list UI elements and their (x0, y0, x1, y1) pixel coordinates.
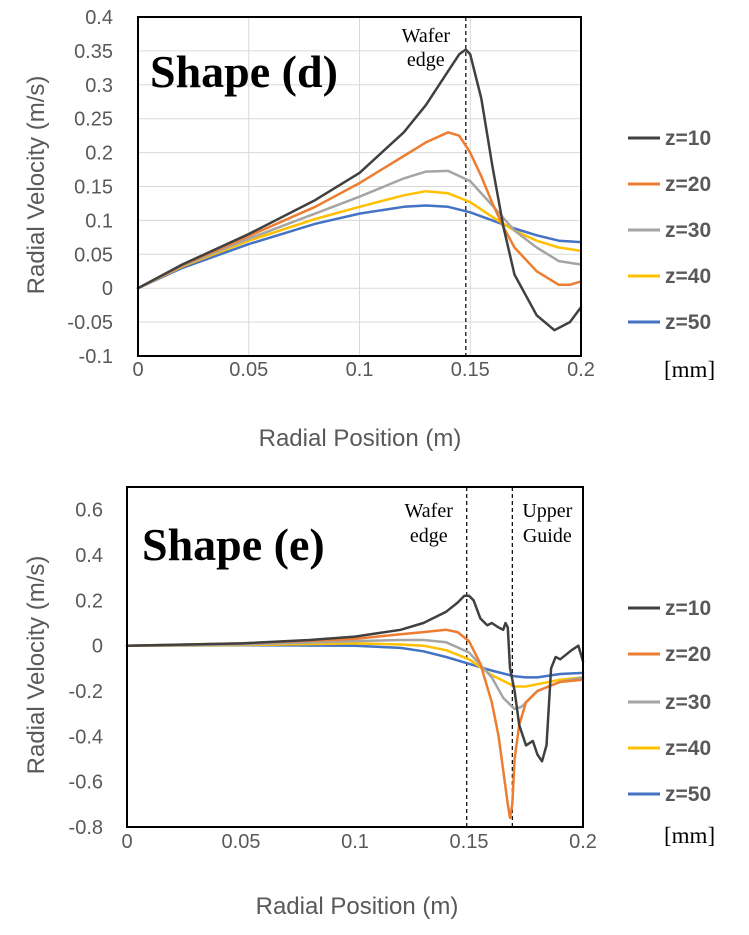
x-tick-label: 0.05 (229, 359, 268, 381)
legend-label: z=40 (665, 265, 711, 288)
y-axis-title: Radial Velocity (m/s) (23, 76, 50, 295)
legend-label: z=50 (665, 783, 711, 806)
y-tick-label: 0.4 (85, 7, 113, 29)
x-tick-labels: 0 0.05 0.1 0.15 0.2 (121, 831, 596, 853)
annotation-wafer-edge-line1: Wafer (405, 500, 454, 522)
x-tick-label: 0.1 (341, 831, 369, 853)
y-tick-label: -0.4 (69, 726, 103, 748)
series-lines (125, 594, 585, 820)
series-line-z50 (125, 643, 585, 679)
series-line-z50 (136, 204, 583, 290)
series-line-z10 (125, 594, 585, 763)
legend-label: z=20 (665, 173, 711, 196)
y-axis-title: Radial Velocity (m/s) (23, 556, 50, 775)
annotation-upper-guide-line1: Upper (522, 500, 572, 522)
plot-frame (126, 486, 584, 828)
x-tick-labels: 0 0.05 0.1 0.15 0.2 (132, 359, 594, 381)
x-axis-title: Radial Position (m) (259, 425, 462, 452)
series-line-z30 (136, 169, 583, 290)
y-tick-labels: 0.4 0.35 0.3 0.25 0.2 0.15 0.1 0.05 0 -0.05 -0.1 (67, 7, 113, 368)
y-tick-labels: 0.6 0.4 0.2 0 -0.2 -0.4 -0.6 -0.8 (69, 500, 103, 839)
y-tick-label: -0.1 (79, 346, 113, 368)
legend-label: z=40 (665, 737, 711, 760)
x-tick-label: 0.2 (569, 831, 597, 853)
y-tick-label: 0 (92, 636, 103, 658)
y-tick-label: -0.8 (69, 817, 103, 839)
legend-label: z=20 (665, 643, 711, 666)
legend-units: [mm] (664, 823, 715, 848)
y-tick-label: 0.3 (85, 75, 113, 97)
y-tick-label: -0.6 (69, 772, 103, 794)
series-line-z10 (136, 48, 583, 332)
plot-frame (137, 16, 582, 357)
x-tick-label: 0.15 (451, 359, 490, 381)
reference-lines (466, 487, 513, 827)
legend: z=10 z=20 z=30 z=40 z=50 (628, 127, 711, 334)
series-line-z20 (136, 131, 583, 290)
chart-shape-e: 0.60.40.20-0.2-0.4-0.6-0.8 0 0.05 0.1 0.15 0… (23, 486, 715, 920)
annotation-upper-guide-line2: Guide (523, 525, 572, 547)
x-tick-label: 0 (121, 831, 132, 853)
x-tick-label: 0.15 (450, 831, 489, 853)
legend-label: z=10 (665, 127, 711, 150)
y-tick-label: 0.05 (74, 244, 113, 266)
x-tick-label: 0.2 (567, 359, 595, 381)
series-line-z40 (136, 189, 583, 290)
y-tick-label: 0 (102, 278, 113, 300)
x-tick-label: 0.05 (222, 831, 261, 853)
chart-title: Shape (d) (150, 46, 338, 97)
chart-title: Shape (e) (142, 519, 325, 570)
y-tick-label: 0.1 (85, 210, 113, 232)
annotation-wafer-edge-line2: edge (407, 49, 445, 71)
y-tick-label: 0.6 (75, 500, 103, 522)
y-tick-label: 0.15 (74, 177, 113, 199)
series-line-z40 (125, 642, 585, 688)
series-lines (136, 48, 583, 332)
legend-label: z=50 (665, 311, 711, 334)
y-tick-label: -0.2 (69, 681, 103, 703)
y-tick-label: 0.35 (74, 41, 113, 63)
y-tick-label: 0.25 (74, 109, 113, 131)
y-tick-label: 0.2 (75, 590, 103, 612)
x-tick-label: 0.1 (346, 359, 374, 381)
legend-label: z=30 (665, 219, 711, 242)
legend-label: z=10 (665, 597, 711, 620)
chart-shape-d: 0.4 0.35 0.3 0.25 0.2 0.15 0.1 0.05 0 -0.05 -0.1 0… (23, 7, 715, 452)
series-line-z20 (125, 628, 585, 820)
x-tick-label: 0 (132, 359, 143, 381)
y-tick-label: 0.2 (85, 143, 113, 165)
y-tick-label: 0.4 (75, 545, 103, 567)
x-axis-title: Radial Position (m) (256, 893, 459, 920)
annotation-wafer-edge-line2: edge (410, 525, 448, 547)
legend-label: z=30 (665, 691, 711, 714)
legend-units: [mm] (664, 357, 715, 382)
legend: z=10 z=20 z=30 z=40 z=50 (628, 597, 711, 806)
y-tick-label: -0.05 (67, 312, 113, 334)
annotation-wafer-edge-line1: Wafer (402, 25, 451, 47)
